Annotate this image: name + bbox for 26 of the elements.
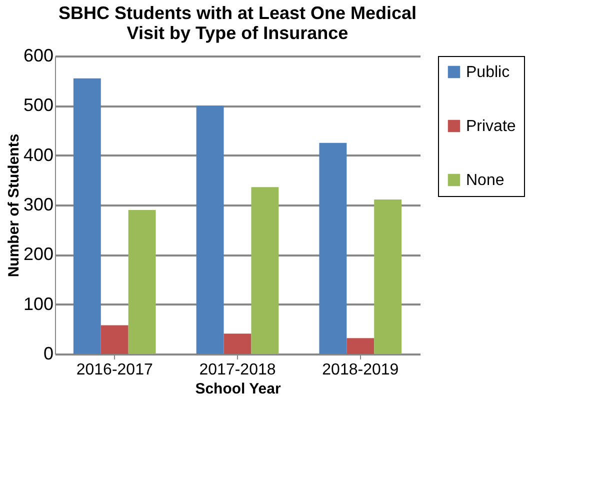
bar (196, 106, 224, 354)
y-tick-label: 400 (23, 144, 54, 165)
bar (224, 334, 252, 354)
y-tick-label: 300 (23, 194, 54, 214)
bar (374, 200, 402, 354)
legend-label: None (466, 172, 504, 189)
x-tick-label: 2018-2019 (322, 362, 399, 378)
text: Visit by Type of Insurance (126, 23, 348, 43)
y-tick-label: 500 (23, 95, 54, 116)
text: SBHC Students with at Least One Medical (58, 3, 417, 23)
y-tick-label: 0 (43, 344, 54, 364)
y-tick-label: 200 (23, 244, 54, 264)
bar (73, 78, 101, 354)
bar (251, 187, 279, 354)
y-axis-title: Number of Students (5, 134, 22, 278)
legend-label: Private (466, 118, 516, 135)
bar (346, 338, 374, 354)
legend-label: Public (466, 64, 510, 81)
y-tick-label: 100 (23, 294, 54, 314)
x-axis-title: School Year (195, 380, 281, 398)
x-tick-label: 2017-2018 (199, 362, 276, 378)
bar (128, 210, 156, 354)
bar (100, 325, 128, 354)
bar (319, 142, 347, 354)
y-tick-label: 600 (23, 46, 54, 66)
x-tick-label: 2016-2017 (76, 362, 153, 378)
